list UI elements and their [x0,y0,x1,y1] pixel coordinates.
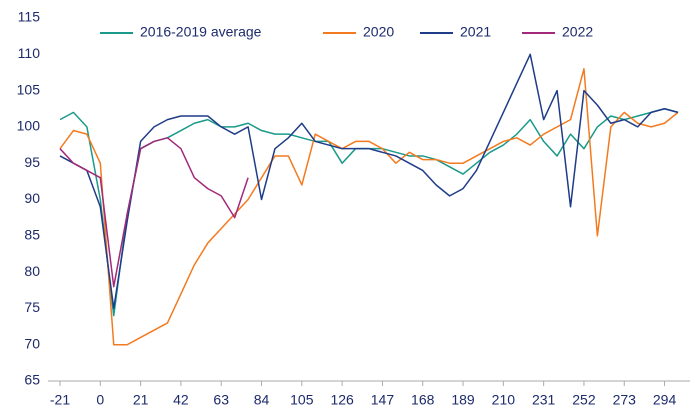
y-tick-label: 75 [24,299,40,315]
y-tick-label: 80 [24,263,40,279]
x-tick-label: 42 [173,392,189,408]
series-line [59,108,679,317]
y-tick-label: 110 [18,45,41,61]
y-tick-label: 90 [24,190,40,206]
y-tick-label: 65 [24,372,40,388]
y-tick-label: 100 [17,118,41,134]
series-line [59,53,679,310]
y-tick-label: 105 [17,81,41,97]
x-tick-label: 126 [330,392,354,408]
y-tick-label: 95 [24,154,40,170]
y-tick-label: 70 [24,335,40,351]
x-tick-label: 21 [133,392,149,408]
x-tick-label: 294 [653,392,677,408]
x-tick-label: -21 [50,392,70,408]
x-tick-label: 0 [96,392,104,408]
x-tick-label: 273 [613,392,637,408]
x-tick-label: 189 [451,392,475,408]
series-line [59,68,679,346]
legend-label: 2022 [562,24,593,40]
legend-label: 2020 [363,24,394,40]
x-tick-label: 210 [492,392,516,408]
x-tick-label: 63 [213,392,229,408]
y-tick-label: 85 [24,227,40,243]
x-tick-label: 147 [371,392,395,408]
x-tick-label: 84 [254,392,270,408]
legend-label: 2021 [460,24,491,40]
x-tick-label: 231 [532,392,556,408]
x-tick-label: 105 [290,392,314,408]
legend-label: 2016-2019 average [140,24,262,40]
series-line [59,137,249,288]
x-tick-label: 168 [411,392,435,408]
y-tick-label: 115 [18,9,41,25]
x-tick-label: 252 [572,392,596,408]
